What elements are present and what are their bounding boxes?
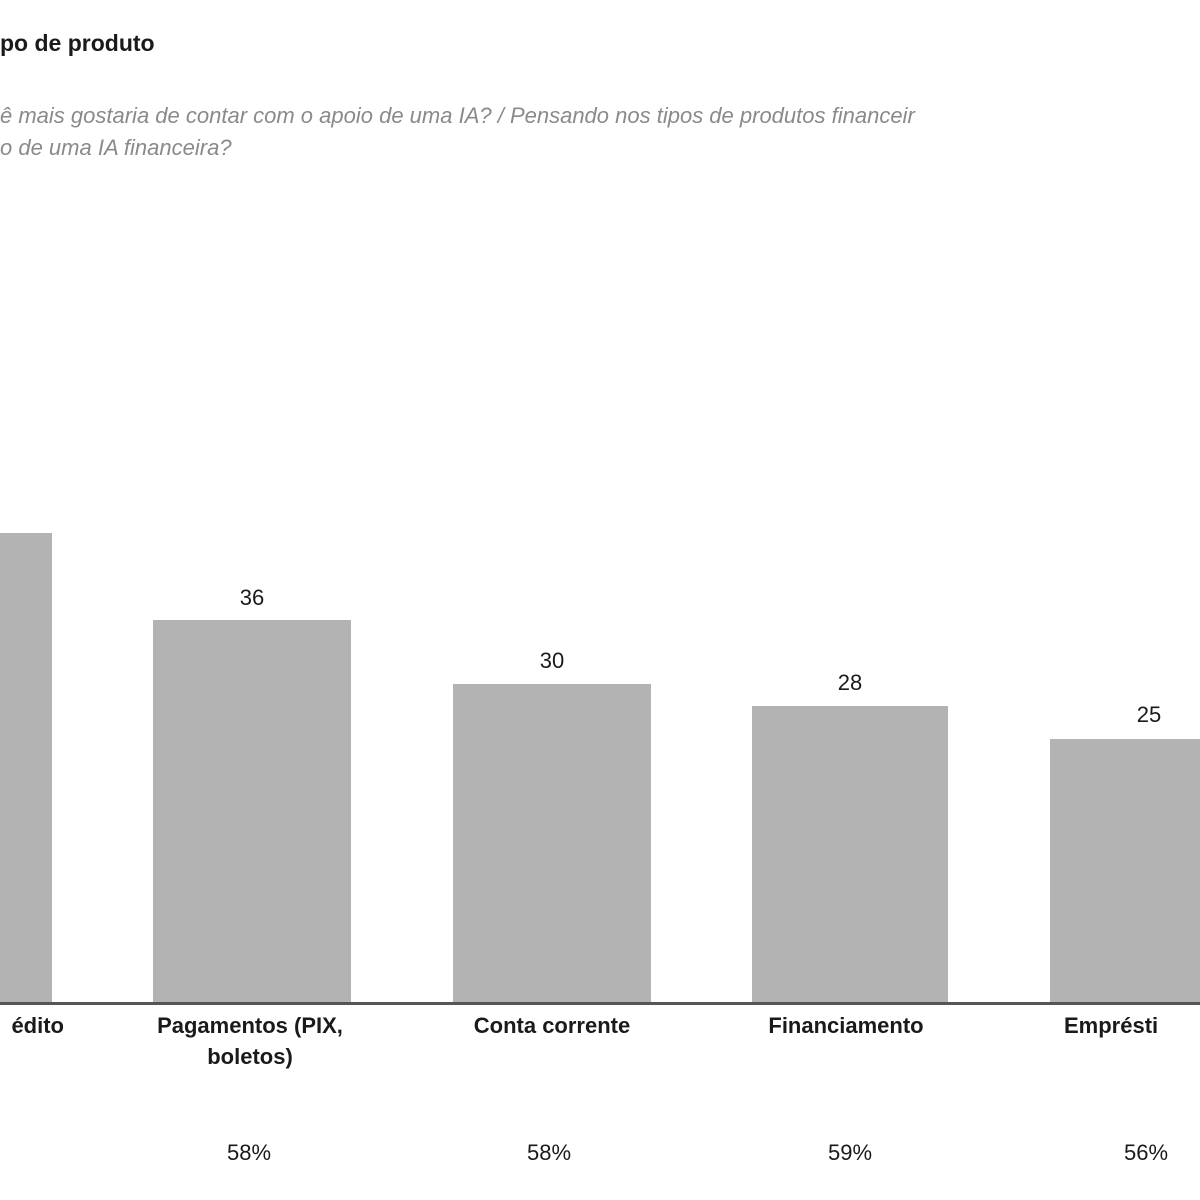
x-axis-line (0, 1002, 1200, 1005)
pct-label-2: 58% (526, 1140, 572, 1165)
value-label-1: 36 (239, 585, 265, 610)
bar-2 (453, 684, 651, 1003)
category-label-3: Financiamento (768, 1013, 924, 1038)
bar-0 (0, 533, 52, 1003)
bar-1 (153, 620, 351, 1003)
bar-4 (1050, 739, 1200, 1003)
pct-label-3: 59% (827, 1140, 873, 1165)
pct-label-1: 58% (226, 1140, 272, 1165)
subtitle-line-1: ê mais gostaria de contar com o apoio de… (0, 103, 915, 128)
chart-title: po de produto (0, 30, 155, 56)
value-label-4: 25 (1136, 702, 1162, 727)
category-label-4: Emprésti (1064, 1013, 1159, 1038)
value-label-2: 30 (539, 648, 565, 673)
value-label-3: 28 (837, 670, 863, 695)
pct-label-4: 56% (1123, 1140, 1169, 1165)
chart-subtitle: ê mais gostaria de contar com o apoio de… (0, 100, 915, 164)
category-label-0: édito (11, 1013, 64, 1038)
category-label-2: Conta corrente (473, 1013, 631, 1038)
subtitle-line-2: o de uma IA financeira? (0, 135, 232, 160)
category-label-1: Pagamentos (PIX, boletos) (157, 1013, 343, 1069)
bar-3 (752, 706, 948, 1003)
